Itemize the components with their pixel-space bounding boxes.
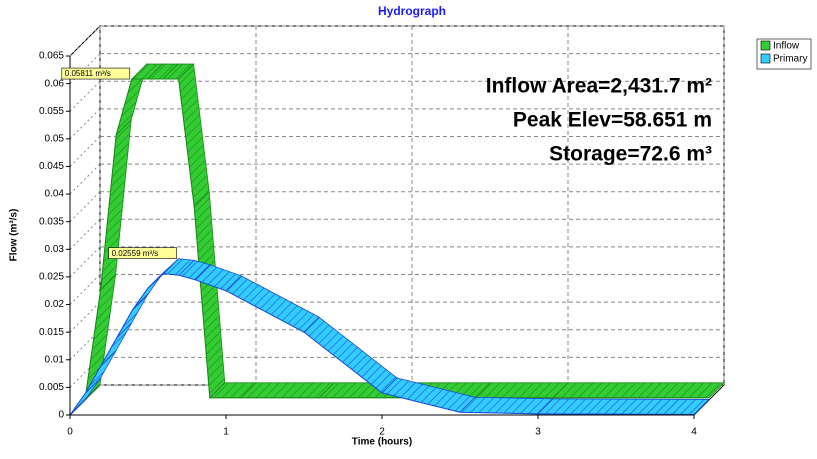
y-depth-tick bbox=[69, 163, 101, 195]
legend-swatch bbox=[760, 40, 771, 51]
y-tick-label: 0.03 bbox=[45, 244, 65, 255]
x-tick-label: 2 bbox=[379, 427, 385, 438]
ribbon-segment bbox=[552, 382, 725, 399]
legend-swatch bbox=[760, 53, 771, 64]
y-tick-label: 0.065 bbox=[39, 51, 64, 62]
annotation-box bbox=[61, 67, 131, 80]
y-depth-tick bbox=[69, 301, 101, 333]
y-tick-label: 0.02 bbox=[45, 299, 65, 310]
x-tick-label: 1 bbox=[223, 427, 229, 438]
y-axis-title: Flow (m³/s) bbox=[9, 209, 20, 262]
y-depth-tick bbox=[69, 108, 101, 140]
info-line: Storage=72.6 m³ bbox=[549, 143, 712, 166]
x-axis-title: Time (hours) bbox=[352, 437, 412, 448]
annotation-label: 0.05811 m³/s bbox=[65, 69, 111, 78]
y-depth-tick bbox=[69, 218, 101, 250]
y-tick-label: 0.06 bbox=[45, 78, 65, 89]
y-tick-label: 0.005 bbox=[39, 382, 64, 393]
y-tick-label: 0.045 bbox=[39, 161, 64, 172]
y-tick-label: 0.04 bbox=[45, 189, 65, 200]
ribbon-segment bbox=[537, 398, 710, 415]
info-line: Peak Elev=58.651 m bbox=[513, 109, 712, 132]
y-depth-tick bbox=[69, 80, 101, 112]
y-depth-tick bbox=[69, 274, 101, 305]
annotation-box bbox=[108, 247, 177, 259]
ribbon-segment bbox=[474, 382, 569, 399]
annotation-label: 0.02559 m³/s bbox=[112, 249, 159, 258]
chart-title: Hydrograph bbox=[378, 4, 446, 18]
y-depth-tick bbox=[69, 191, 101, 223]
series-ribbon bbox=[69, 258, 710, 416]
x-tick-label: 3 bbox=[535, 427, 541, 438]
x-tick-label: 0 bbox=[67, 427, 73, 438]
ribbon-segment bbox=[240, 382, 335, 399]
y-tick-label: 0.015 bbox=[39, 327, 64, 338]
y-tick-label: 0.025 bbox=[39, 272, 64, 283]
info-line: Inflow Area=2,431.7 m² bbox=[486, 75, 712, 98]
y-tick-label: 0.055 bbox=[39, 106, 64, 117]
series-line bbox=[69, 273, 695, 416]
y-tick-label: 0.05 bbox=[45, 133, 65, 144]
y-depth-tick bbox=[69, 136, 101, 167]
y-tick-label: 0.035 bbox=[39, 216, 64, 227]
y-depth-tick bbox=[69, 246, 101, 278]
y-tick-label: 0 bbox=[58, 410, 64, 421]
y-tick-label: 0.01 bbox=[45, 354, 65, 365]
ribbon-segment bbox=[459, 396, 554, 415]
y-depth-tick bbox=[69, 25, 101, 57]
legend-label: Primary bbox=[773, 54, 807, 65]
x-tick-label: 4 bbox=[691, 427, 697, 438]
legend-label: Inflow bbox=[773, 41, 800, 52]
